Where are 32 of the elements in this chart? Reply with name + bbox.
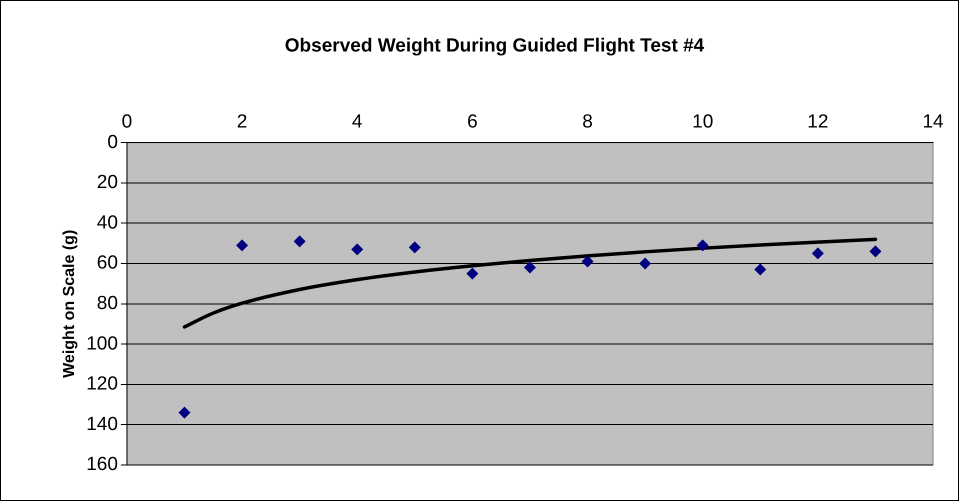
x-tick-label: 12: [807, 111, 828, 132]
x-tick-label: 10: [692, 111, 714, 132]
x-tick-label: 6: [467, 111, 478, 132]
point: [466, 268, 478, 280]
point: [236, 239, 248, 252]
point: [351, 243, 364, 256]
point: [582, 255, 594, 268]
y-tick-label: 40: [96, 212, 118, 234]
point: [869, 245, 882, 258]
y-tick-label: 80: [96, 293, 118, 314]
y-tick-label: 60: [96, 252, 118, 274]
point: [754, 264, 766, 276]
y-tick-label: 100: [86, 333, 118, 354]
point: [812, 247, 824, 260]
y-tick-label: 140: [86, 414, 118, 435]
y-tick-label: 160: [86, 454, 118, 476]
y-tick-label: 0: [107, 132, 118, 153]
y-axis-title: Weight on Scale (g): [61, 230, 78, 378]
y-tick-label: 120: [86, 374, 118, 395]
y-tick-label: 20: [96, 172, 118, 194]
point: [408, 241, 421, 254]
point: [524, 262, 536, 274]
x-tick-label: 4: [352, 111, 363, 132]
x-tick-label: 0: [122, 111, 132, 132]
x-tick-label: 2: [236, 111, 248, 132]
x-tick-label: 14: [922, 111, 944, 132]
x-tick-label: 8: [582, 111, 593, 132]
point: [178, 406, 190, 419]
point: [696, 239, 709, 252]
point: [639, 258, 652, 270]
point: [294, 235, 306, 248]
chart-title: Observed Weight During Guided Flight Test #4: [284, 36, 705, 57]
